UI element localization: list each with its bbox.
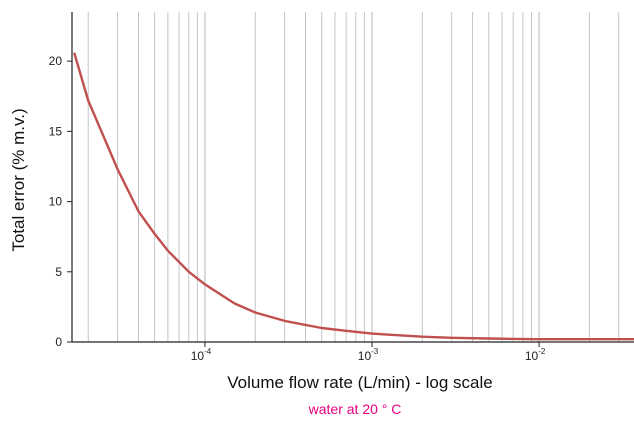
x-axis-title: Volume flow rate (L/min) - log scale <box>227 373 493 392</box>
y-tick-label: 5 <box>55 265 62 279</box>
y-tick-label: 20 <box>49 54 63 68</box>
x-ticks: 10-4 10-3 10-2 <box>191 342 546 363</box>
y-ticks: 0 5 10 15 20 <box>49 54 72 349</box>
x-tick-label: 10-2 <box>525 347 546 363</box>
series-line-total-error <box>73 52 634 341</box>
annotation-water-temperature: water at 20 ° C <box>308 401 402 417</box>
y-tick-label: 15 <box>49 124 63 138</box>
vertical-gridlines <box>87 12 620 342</box>
x-tick-label: 10-3 <box>358 347 379 363</box>
y-axis-title: Total error (% m.v.) <box>9 108 28 251</box>
y-tick-label: 0 <box>55 335 62 349</box>
y-tick-label: 10 <box>49 195 63 209</box>
x-tick-label: 10-4 <box>191 347 212 363</box>
